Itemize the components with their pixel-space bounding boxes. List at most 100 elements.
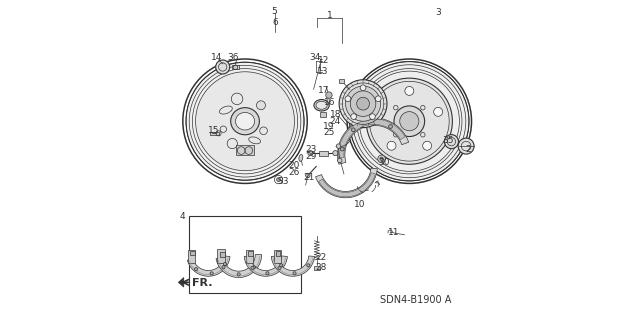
Circle shape (388, 125, 392, 129)
Polygon shape (179, 278, 184, 287)
Circle shape (251, 266, 254, 270)
Circle shape (307, 264, 310, 267)
Text: 13: 13 (317, 67, 329, 76)
Text: 22: 22 (315, 253, 326, 262)
Ellipse shape (230, 108, 259, 135)
Circle shape (306, 173, 310, 178)
Circle shape (333, 151, 338, 156)
Circle shape (196, 72, 294, 171)
Bar (246, 250, 253, 263)
Circle shape (444, 135, 458, 149)
Polygon shape (319, 173, 376, 197)
Text: 25: 25 (323, 128, 335, 137)
Polygon shape (216, 255, 262, 278)
Circle shape (405, 86, 414, 95)
Circle shape (366, 78, 452, 164)
Text: 30: 30 (378, 158, 390, 167)
Polygon shape (339, 119, 405, 158)
Text: 15: 15 (208, 126, 220, 135)
Circle shape (337, 158, 342, 163)
Bar (232, 65, 239, 69)
Polygon shape (271, 256, 314, 276)
Circle shape (339, 80, 387, 128)
Circle shape (186, 62, 304, 180)
Circle shape (394, 106, 424, 137)
Circle shape (387, 141, 396, 150)
Circle shape (380, 157, 383, 160)
Ellipse shape (236, 113, 255, 130)
Circle shape (293, 272, 296, 275)
Text: 21: 21 (303, 173, 314, 182)
Circle shape (434, 108, 443, 116)
Ellipse shape (316, 101, 327, 109)
Text: 26: 26 (288, 168, 300, 177)
Circle shape (308, 151, 313, 156)
Circle shape (257, 101, 266, 110)
Text: 36: 36 (227, 53, 239, 62)
Ellipse shape (314, 100, 329, 111)
Text: 24: 24 (330, 117, 341, 126)
Circle shape (378, 155, 385, 163)
Text: 17: 17 (318, 86, 330, 95)
Bar (210, 132, 219, 135)
Circle shape (266, 272, 269, 275)
Bar (189, 216, 301, 293)
Circle shape (376, 96, 381, 102)
Text: 5: 5 (271, 7, 276, 16)
Text: SDN4-B1900 A: SDN4-B1900 A (380, 295, 451, 305)
Circle shape (422, 141, 431, 150)
Text: 34: 34 (309, 53, 320, 62)
Bar (190, 251, 195, 255)
Circle shape (223, 263, 227, 266)
Text: 23: 23 (305, 145, 317, 154)
Circle shape (210, 272, 213, 275)
Circle shape (356, 97, 369, 110)
Circle shape (195, 268, 198, 271)
Text: 18: 18 (330, 110, 341, 119)
Circle shape (360, 85, 366, 91)
Bar (188, 250, 195, 263)
Circle shape (350, 91, 376, 116)
Circle shape (376, 108, 385, 116)
Text: 2: 2 (465, 145, 471, 154)
Text: 14: 14 (211, 53, 222, 62)
Text: 19: 19 (323, 122, 335, 130)
Circle shape (222, 266, 225, 269)
Text: 33: 33 (278, 177, 289, 186)
Text: 3: 3 (435, 8, 441, 17)
Circle shape (216, 60, 230, 74)
Circle shape (369, 114, 375, 119)
Circle shape (278, 266, 281, 270)
Circle shape (280, 264, 283, 267)
Polygon shape (244, 256, 287, 276)
Circle shape (336, 144, 340, 148)
Bar (236, 145, 254, 155)
Bar (276, 251, 280, 256)
Circle shape (346, 86, 381, 121)
Text: 29: 29 (305, 152, 317, 161)
Text: 28: 28 (315, 263, 326, 272)
Bar (320, 112, 326, 117)
Polygon shape (188, 256, 230, 276)
Bar (339, 79, 344, 83)
Text: 35: 35 (442, 136, 453, 145)
Text: FR.: FR. (193, 278, 213, 288)
Circle shape (351, 114, 356, 119)
Circle shape (276, 178, 280, 182)
Polygon shape (316, 168, 378, 198)
Circle shape (237, 273, 240, 276)
Circle shape (351, 128, 355, 132)
Text: 10: 10 (354, 200, 365, 209)
Text: 6: 6 (273, 18, 278, 27)
Bar (248, 251, 253, 256)
Circle shape (345, 96, 351, 102)
Bar (314, 266, 320, 270)
Text: 16: 16 (324, 98, 335, 107)
Bar (319, 151, 328, 156)
Circle shape (349, 62, 469, 181)
Text: 12: 12 (317, 56, 329, 65)
Bar (218, 249, 225, 263)
Circle shape (458, 138, 474, 154)
Circle shape (252, 266, 255, 269)
Polygon shape (337, 118, 409, 164)
